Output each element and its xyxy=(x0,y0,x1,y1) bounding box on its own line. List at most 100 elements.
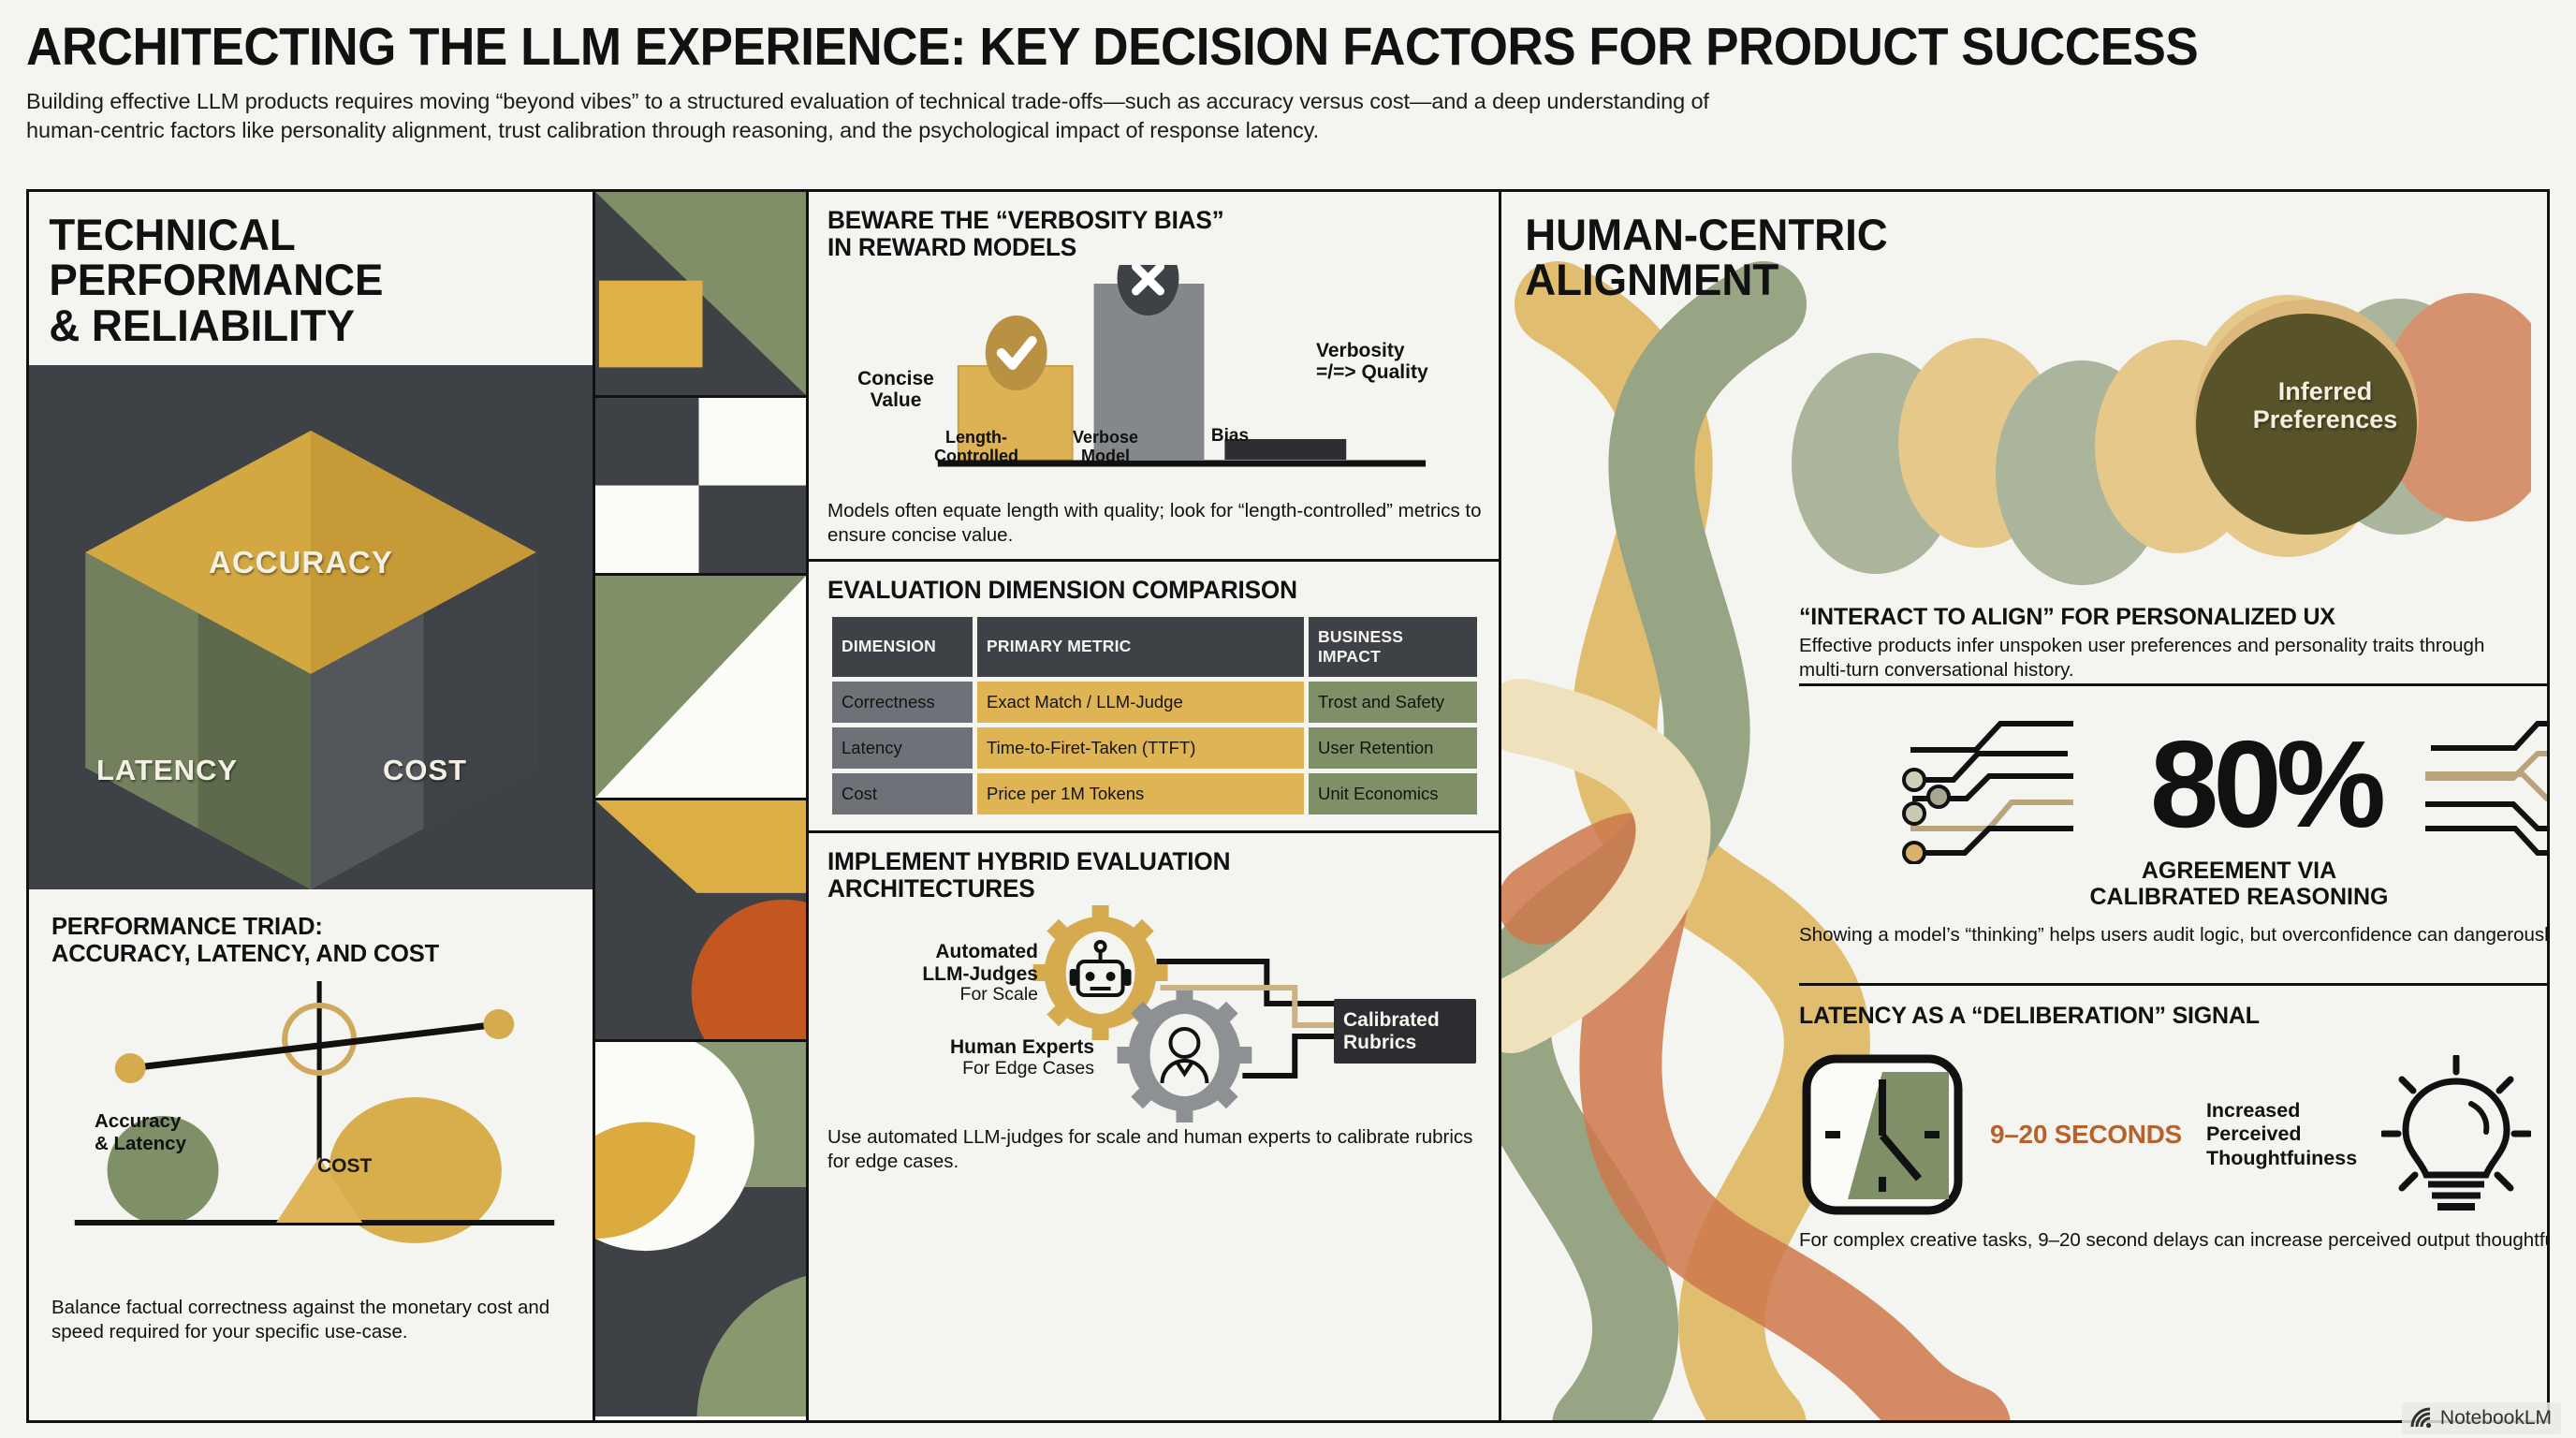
auto-title-line1: Automated xyxy=(935,941,1038,963)
divider-interact xyxy=(1799,683,2547,686)
watermark-label: NotebookLM xyxy=(2439,1407,2552,1429)
auto-title-line2: LLM-Judges xyxy=(922,962,1038,985)
concise-line1: Concise xyxy=(857,367,934,389)
left-title-line2: PERFORMANCE xyxy=(49,255,384,305)
left-title-line1: TECHNICAL xyxy=(49,210,296,259)
triad-heading: PERFORMANCE TRIAD: ACCURACY, LATENCY, AN… xyxy=(29,889,593,972)
lightbulb-icon xyxy=(2381,1055,2532,1211)
circuit-right-icon xyxy=(2425,720,2547,856)
left-panel-title: TECHNICAL PERFORMANCE & RELIABILITY xyxy=(29,192,576,365)
table-col-primary-metric: PRIMARY METRIC xyxy=(977,616,1304,677)
pattern-tile-5-icon xyxy=(595,1042,806,1416)
technical-performance-panel: TECHNICAL PERFORMANCE & RELIABILITY xyxy=(29,192,595,1420)
human-experts-label: Human Experts For Edge Cases xyxy=(827,1036,1094,1078)
scale-label-accuracy-latency: Accuracy & Latency xyxy=(95,1110,186,1155)
gear-diagram-icon xyxy=(1032,905,1352,1123)
verbosity-caption: Models often equate length with quality;… xyxy=(827,499,1482,546)
latency-visual-row: 9–20 SECONDS Increased Perceived Thought… xyxy=(1799,1050,2547,1219)
hybrid-heading-line2: ARCHITECTURES xyxy=(827,873,1035,902)
evaluation-panel: BEWARE THE “VERBOSITY BIAS” IN REWARD MO… xyxy=(809,192,1501,1420)
verbosity-line1: Verbosity xyxy=(1316,339,1405,361)
bar-category-verbose-model: Verbose Model xyxy=(1072,427,1139,465)
increased-thoughtfulness-label: Increased Perceived Thoughtfuiness xyxy=(2206,1099,2357,1169)
cube-label-accuracy: ACCURACY xyxy=(209,545,393,580)
hybrid-heading: IMPLEMENT HYBRID EVALUATION ARCHITECTURE… xyxy=(827,846,1462,902)
isometric-cube-icon xyxy=(29,365,593,890)
timer-clock-icon xyxy=(1802,1054,1963,1215)
pattern-tile-4-icon xyxy=(595,800,806,1039)
latency-deliberation-section: LATENCY AS A “DELIBERATION” SIGNAL 9–20 … xyxy=(1799,1003,2547,1253)
agreement-section: 80% xyxy=(1799,702,2547,983)
table-row: Cost Price per 1M Tokens Unit Economics xyxy=(832,772,1477,814)
rubrics-line1: Calibrated xyxy=(1343,1009,1440,1032)
effect-line3: Thoughtfuiness xyxy=(2205,1146,2358,1169)
interact-to-align-section: “INTERACT TO ALIGN” FOR PERSONALIZED UX … xyxy=(1799,604,2510,699)
pattern-tile-2 xyxy=(595,398,806,576)
verbosity-bar-chart: Concise Value Verbosity =/=> Quality Len… xyxy=(827,264,1482,499)
human-title: Human Experts xyxy=(949,1036,1094,1059)
agreement-visual-row: 80% xyxy=(1799,702,2547,866)
cell-dimension: Latency xyxy=(832,726,973,769)
agreement-sub-line2: CALIBRATED REASONING xyxy=(2089,883,2389,910)
bar-label-verbosity-quality: Verbosity =/=> Quality xyxy=(1316,340,1475,383)
agreement-percent: 80% xyxy=(2149,714,2386,853)
cell-metric: Time-to-Firet-Taken (TTFT) xyxy=(977,726,1304,769)
hybrid-heading-line1: IMPLEMENT HYBRID EVALUATION xyxy=(827,846,1231,875)
pattern-tile-1-icon xyxy=(595,192,806,395)
page-title: ARCHITECTING THE LLM EXPERIENCE: KEY DEC… xyxy=(26,17,2199,77)
cube-label-cost: COST xyxy=(383,754,468,787)
bar-label-concise-value: Concise Value xyxy=(844,368,947,411)
concise-line2: Value xyxy=(870,389,922,411)
inferred-preferences-bubble-icon xyxy=(2196,314,2417,535)
table-col-dimension: DIMENSION xyxy=(832,616,973,677)
cell-dimension: Correctness xyxy=(832,681,973,723)
page-subtitle-line2: human-centric factors like personality a… xyxy=(26,117,1320,142)
page-subtitle-line1: Building effective LLM products requires… xyxy=(26,89,1709,113)
latency-seconds-value: 9–20 SECONDS xyxy=(1990,1120,2182,1149)
table-row: Latency Time-to-Firet-Taken (TTFT) User … xyxy=(832,726,1477,769)
verbosity-heading: BEWARE THE “VERBOSITY BIAS” IN REWARD MO… xyxy=(827,207,1462,261)
scale-label-line2: & Latency xyxy=(95,1132,186,1154)
performance-triad-cube: ACCURACY LATENCY COST xyxy=(29,365,593,890)
left-panel-footer: Balance factual correctness against the … xyxy=(51,1296,550,1343)
table-heading: EVALUATION DIMENSION COMPARISON xyxy=(827,575,1297,604)
helix-ribbon-decoration-icon xyxy=(1501,261,2531,1420)
scale-label-cost: COST xyxy=(317,1154,373,1177)
balance-scale-diagram: Accuracy & Latency COST xyxy=(46,972,583,1281)
table-header-row: DIMENSION PRIMARY METRIC BUSINESS IMPACT xyxy=(832,616,1477,677)
table-col-business-impact: BUSINESS IMPACT xyxy=(1309,616,1477,677)
bubble-line1: Inferred xyxy=(2277,377,2373,405)
cell-impact: Trost and Safety xyxy=(1309,681,1477,723)
evaluation-dimension-table: DIMENSION PRIMARY METRIC BUSINESS IMPACT… xyxy=(827,612,1482,819)
latency-body: For complex creative tasks, 9–20 second … xyxy=(1799,1229,2547,1251)
latency-heading: LATENCY AS A “DELIBERATION” SIGNAL xyxy=(1799,1003,2260,1029)
decorative-pattern-strip xyxy=(595,192,809,1420)
pattern-tile-4 xyxy=(595,800,806,1042)
human-gear-icon xyxy=(1117,988,1252,1123)
auto-subtitle: For Scale xyxy=(959,983,1038,1005)
verbosity-heading-line1: BEWARE THE “VERBOSITY BIAS” xyxy=(827,206,1224,234)
main-grid: TECHNICAL PERFORMANCE & RELIABILITY xyxy=(26,189,2550,1423)
cell-impact: User Retention xyxy=(1309,726,1477,769)
divider-agreement xyxy=(1799,983,2547,986)
inferred-preferences-label: Inferred Preferences xyxy=(2217,377,2434,433)
triad-heading-line2: ACCURACY, LATENCY, AND COST xyxy=(51,941,439,968)
evaluation-table-block: EVALUATION DIMENSION COMPARISON DIMENSIO… xyxy=(809,558,1499,830)
left-title-line3: & RELIABILITY xyxy=(49,300,356,350)
triad-heading-line1: PERFORMANCE TRIAD: xyxy=(51,914,323,941)
bubble-line2: Preferences xyxy=(2252,405,2398,434)
bar-category-length-controlled: Length-Controlled xyxy=(934,427,1018,465)
pattern-tile-3-icon xyxy=(595,576,806,798)
bar-chart-icon xyxy=(937,264,1427,467)
notebooklm-logo-icon xyxy=(2410,1407,2432,1429)
balance-scale-icon xyxy=(74,980,555,1243)
interact-heading: “INTERACT TO ALIGN” FOR PERSONALIZED UX xyxy=(1799,604,2335,630)
cell-dimension: Cost xyxy=(832,772,973,814)
pattern-tile-5 xyxy=(595,1042,806,1416)
calibrated-rubrics-box: Calibrated Rubrics xyxy=(1334,999,1476,1064)
pattern-tile-2-icon xyxy=(595,398,806,573)
agreement-subtitle: AGREEMENT VIA CALIBRATED REASONING xyxy=(1696,858,2547,910)
interact-body: Effective products infer unspoken user p… xyxy=(1799,635,2485,682)
effect-line1: Increased xyxy=(2205,1099,2301,1123)
hybrid-evaluation-block: IMPLEMENT HYBRID EVALUATION ARCHITECTURE… xyxy=(809,829,1499,1186)
